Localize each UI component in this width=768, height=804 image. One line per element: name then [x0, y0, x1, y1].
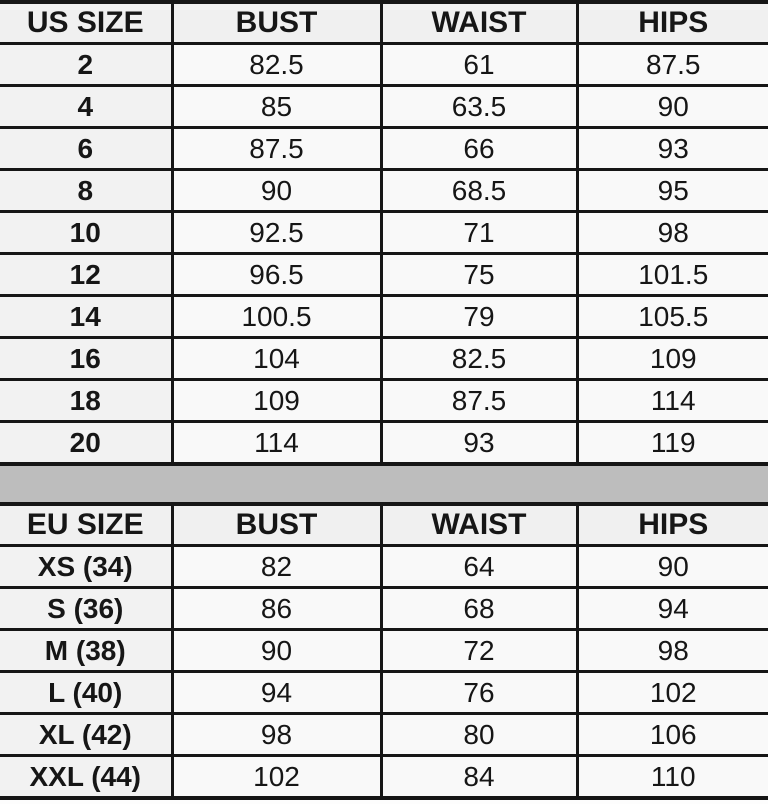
measurement-cell: 82.5 [379, 336, 579, 381]
eu-header-row: EU SIZE BUST WAIST HIPS [0, 502, 768, 547]
measurement-cell: 100.5 [170, 294, 383, 339]
measurement-cell: 87.5 [170, 126, 383, 171]
column-header-waist: WAIST [379, 502, 579, 547]
measurement-cell: 87.5 [379, 378, 579, 423]
measurement-cell: 102 [170, 754, 383, 800]
column-header-hips: HIPS [575, 502, 768, 547]
measurement-cell: 119 [575, 420, 768, 466]
column-header-bust: BUST [170, 502, 383, 547]
measurement-cell: 110 [575, 754, 768, 800]
column-header-hips: HIPS [575, 0, 768, 45]
size-cell: XS (34) [0, 544, 174, 589]
measurement-cell: 114 [575, 378, 768, 423]
measurement-cell: 106 [575, 712, 768, 757]
measurement-cell: 96.5 [170, 252, 383, 297]
us-table-body: 2 82.5 61 87.5 4 85 63.5 90 6 87.5 66 93 8 90 68.5 95 10… [0, 42, 768, 466]
size-cell: XL (42) [0, 712, 174, 757]
measurement-cell: 92.5 [170, 210, 383, 255]
table-row: XXL (44) 102 84 110 [0, 754, 768, 800]
measurement-cell: 79 [379, 294, 579, 339]
measurement-cell: 90 [575, 544, 768, 589]
measurement-cell: 84 [379, 754, 579, 800]
measurement-cell: 76 [379, 670, 579, 715]
table-row: M (38) 90 72 98 [0, 628, 768, 673]
size-cell: 18 [0, 378, 174, 423]
measurement-cell: 104 [170, 336, 383, 381]
size-cell: 20 [0, 420, 174, 466]
measurement-cell: 86 [170, 586, 383, 631]
measurement-cell: 61 [379, 42, 579, 87]
column-header-waist: WAIST [379, 0, 579, 45]
measurement-cell: 98 [170, 712, 383, 757]
measurement-cell: 98 [575, 210, 768, 255]
measurement-cell: 80 [379, 712, 579, 757]
measurement-cell: 68 [379, 586, 579, 631]
size-cell: 14 [0, 294, 174, 339]
table-row: XS (34) 82 64 90 [0, 544, 768, 589]
us-size-table: US SIZE BUST WAIST HIPS 2 82.5 61 87.5 4 85 63… [0, 0, 768, 466]
measurement-cell: 94 [575, 586, 768, 631]
table-row: 6 87.5 66 93 [0, 126, 768, 171]
column-header-bust: BUST [170, 0, 383, 45]
table-row: 4 85 63.5 90 [0, 84, 768, 129]
size-cell: 4 [0, 84, 174, 129]
measurement-cell: 90 [575, 84, 768, 129]
table-row: 18 109 87.5 114 [0, 378, 768, 423]
measurement-cell: 82 [170, 544, 383, 589]
measurement-cell: 71 [379, 210, 579, 255]
measurement-cell: 109 [170, 378, 383, 423]
measurement-cell: 82.5 [170, 42, 383, 87]
measurement-cell: 95 [575, 168, 768, 213]
table-row: 10 92.5 71 98 [0, 210, 768, 255]
measurement-cell: 63.5 [379, 84, 579, 129]
measurement-cell: 94 [170, 670, 383, 715]
size-cell: 6 [0, 126, 174, 171]
column-header-eu-size: EU SIZE [0, 502, 174, 547]
size-cell: 8 [0, 168, 174, 213]
measurement-cell: 101.5 [575, 252, 768, 297]
measurement-cell: 90 [170, 168, 383, 213]
size-cell: M (38) [0, 628, 174, 673]
measurement-cell: 85 [170, 84, 383, 129]
measurement-cell: 68.5 [379, 168, 579, 213]
eu-table-body: XS (34) 82 64 90 S (36) 86 68 94 M (38) 90 72 98 L (… [0, 544, 768, 800]
size-cell: 16 [0, 336, 174, 381]
measurement-cell: 98 [575, 628, 768, 673]
table-row: 14 100.5 79 105.5 [0, 294, 768, 339]
measurement-cell: 102 [575, 670, 768, 715]
measurement-cell: 66 [379, 126, 579, 171]
measurement-cell: 72 [379, 628, 579, 673]
table-row: 8 90 68.5 95 [0, 168, 768, 213]
measurement-cell: 90 [170, 628, 383, 673]
measurement-cell: 114 [170, 420, 383, 466]
size-cell: 2 [0, 42, 174, 87]
measurement-cell: 93 [379, 420, 579, 466]
size-cell: L (40) [0, 670, 174, 715]
measurement-cell: 75 [379, 252, 579, 297]
size-cell: XXL (44) [0, 754, 174, 800]
size-cell: S (36) [0, 586, 174, 631]
measurement-cell: 105.5 [575, 294, 768, 339]
measurement-cell: 93 [575, 126, 768, 171]
table-row: S (36) 86 68 94 [0, 586, 768, 631]
measurement-cell: 87.5 [575, 42, 768, 87]
table-row: 2 82.5 61 87.5 [0, 42, 768, 87]
table-row: 16 104 82.5 109 [0, 336, 768, 381]
table-row: 20 114 93 119 [0, 420, 768, 466]
column-header-us-size: US SIZE [0, 0, 174, 45]
table-row: L (40) 94 76 102 [0, 670, 768, 715]
table-divider [0, 466, 768, 502]
measurement-cell: 109 [575, 336, 768, 381]
size-cell: 10 [0, 210, 174, 255]
eu-size-table: EU SIZE BUST WAIST HIPS XS (34) 82 64 90 S (… [0, 502, 768, 800]
table-row: XL (42) 98 80 106 [0, 712, 768, 757]
us-header-row: US SIZE BUST WAIST HIPS [0, 0, 768, 45]
table-row: 12 96.5 75 101.5 [0, 252, 768, 297]
measurement-cell: 64 [379, 544, 579, 589]
size-cell: 12 [0, 252, 174, 297]
